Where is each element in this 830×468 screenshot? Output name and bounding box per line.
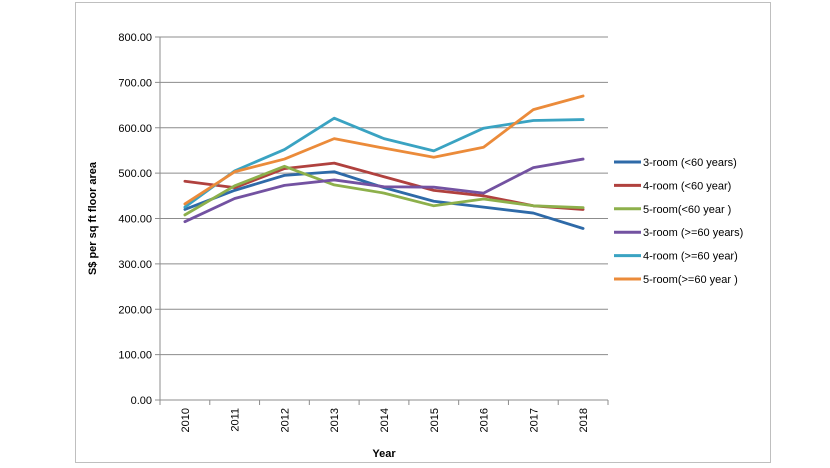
x-tick-label: 2010	[180, 408, 192, 432]
y-tick-label: 600.00	[118, 123, 152, 135]
x-tick-label: 2011	[230, 408, 242, 432]
y-axis: 0.00 100.00 200.00 300.00 400.00 500.00 600.00…	[118, 32, 161, 407]
x-axis-title: Year	[372, 448, 396, 460]
y-axis-title: S$ per sq ft floor area	[87, 161, 99, 275]
x-tick-label: 2016	[479, 408, 491, 432]
y-tick-label: 800.00	[118, 32, 152, 44]
y-tick-label: 700.00	[118, 77, 152, 89]
x-tick-label: 2013	[329, 408, 341, 432]
x-tick-label: 2014	[379, 408, 391, 432]
series-line-6	[183, 94, 585, 206]
legend-label-1: 3-room (<60 years)	[643, 157, 737, 169]
series-line-4	[183, 157, 585, 224]
series-lines	[183, 94, 585, 230]
y-tick-label: 0.00	[131, 395, 152, 407]
legend: 3-room (<60 years) 4-room (<60 year) 5-roo…	[614, 157, 743, 286]
x-tick-label: 2018	[578, 408, 590, 432]
y-tick-label: 100.00	[118, 350, 152, 362]
chart-frame	[75, 2, 771, 463]
x-axis: 2010 2011 2012 2013 2014 2015 2016 2017 2018	[159, 399, 609, 432]
x-tick-label: 2012	[279, 408, 291, 432]
legend-label-2: 4-room (<60 year)	[643, 180, 731, 192]
gridlines	[160, 36, 608, 356]
legend-label-3: 5-room(<60 year )	[643, 204, 731, 216]
legend-label-4: 3-room (>=60 years)	[643, 227, 743, 239]
y-tick-label: 400.00	[118, 214, 152, 226]
legend-label-5: 4-room (>=60 year)	[643, 251, 738, 263]
x-tick-label: 2015	[429, 408, 441, 432]
series-line-1	[183, 170, 585, 230]
series-line-3	[183, 164, 585, 217]
y-tick-label: 500.00	[118, 168, 152, 180]
y-tick-label: 300.00	[118, 259, 152, 271]
y-tick-label: 200.00	[118, 304, 152, 316]
legend-label-6: 5-room(>=60 year )	[643, 274, 738, 286]
x-tick-label: 2017	[528, 408, 540, 432]
